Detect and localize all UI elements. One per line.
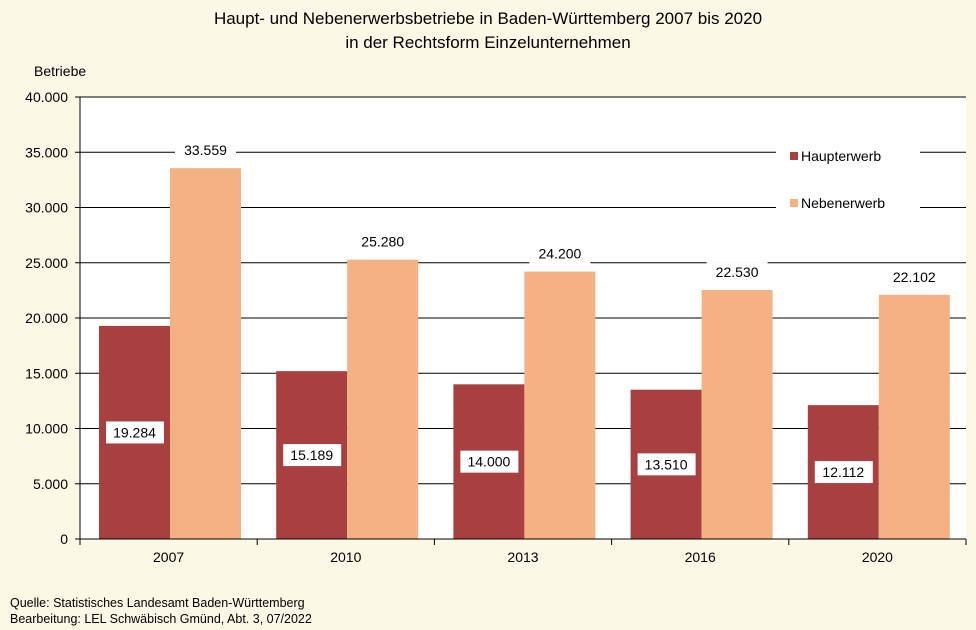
data-label-background [460,450,519,473]
data-label: 13.510 [645,456,688,472]
data-label-background [814,461,873,484]
data-label: 15.189 [290,447,333,463]
legend-background [776,140,920,220]
y-tick-label: 5.000 [33,476,68,492]
y-tick-label: 25.000 [25,255,68,271]
y-tick-label: 10.000 [25,421,68,437]
source-note: Quelle: Statistisches Landesamt Baden-Wü… [10,596,305,610]
data-label-background [637,453,696,476]
data-label-background [175,140,236,161]
y-tick-label: 30.000 [25,200,68,216]
legend-label: Haupterwerb [801,148,881,164]
y-tick-label: 0 [60,531,68,547]
x-tick-label: 2020 [862,549,893,565]
y-tick-label: 20.000 [25,310,68,326]
data-label: 25.280 [361,234,404,250]
data-label-background [106,421,164,444]
bar-nebenerwerb [524,271,596,539]
data-label: 12.112 [822,464,864,480]
y-tick-label: 35.000 [25,144,68,160]
data-label-background [283,444,342,467]
data-label-background [706,262,768,283]
chart-title: Haupt- und Nebenerwerbsbetriebe in Baden… [213,9,763,28]
x-tick-label: 2013 [507,549,538,565]
y-axis-label: Betriebe [34,63,87,79]
legend-label: Nebenerwerb [801,195,885,211]
x-tick-label: 2016 [685,549,716,565]
bar-nebenerwerb [170,168,241,540]
data-label: 22.102 [893,269,936,285]
bar-nebenerwerb [347,259,419,539]
bar-nebenerwerb [878,294,950,539]
chart-subtitle: in der Rechtsform Einzelunternehmen [345,33,631,52]
y-tick-label: 40.000 [25,89,68,105]
data-label-background [352,231,414,252]
data-label: 14.000 [467,454,510,470]
data-label-background [883,266,945,287]
legend-swatch [790,152,798,160]
data-label: 24.200 [538,246,581,262]
x-tick-label: 2010 [330,549,361,565]
bar-nebenerwerb [701,290,773,539]
editor-note: Bearbeitung: LEL Schwäbisch Gmünd, Abt. … [10,612,312,626]
x-tick-label: 2007 [153,549,184,565]
data-label-background [529,243,591,264]
data-label: 33.559 [184,142,227,158]
legend-swatch [790,199,798,207]
data-label: 22.530 [716,264,759,280]
y-tick-label: 15.000 [25,365,68,381]
data-label: 19.284 [113,424,156,440]
